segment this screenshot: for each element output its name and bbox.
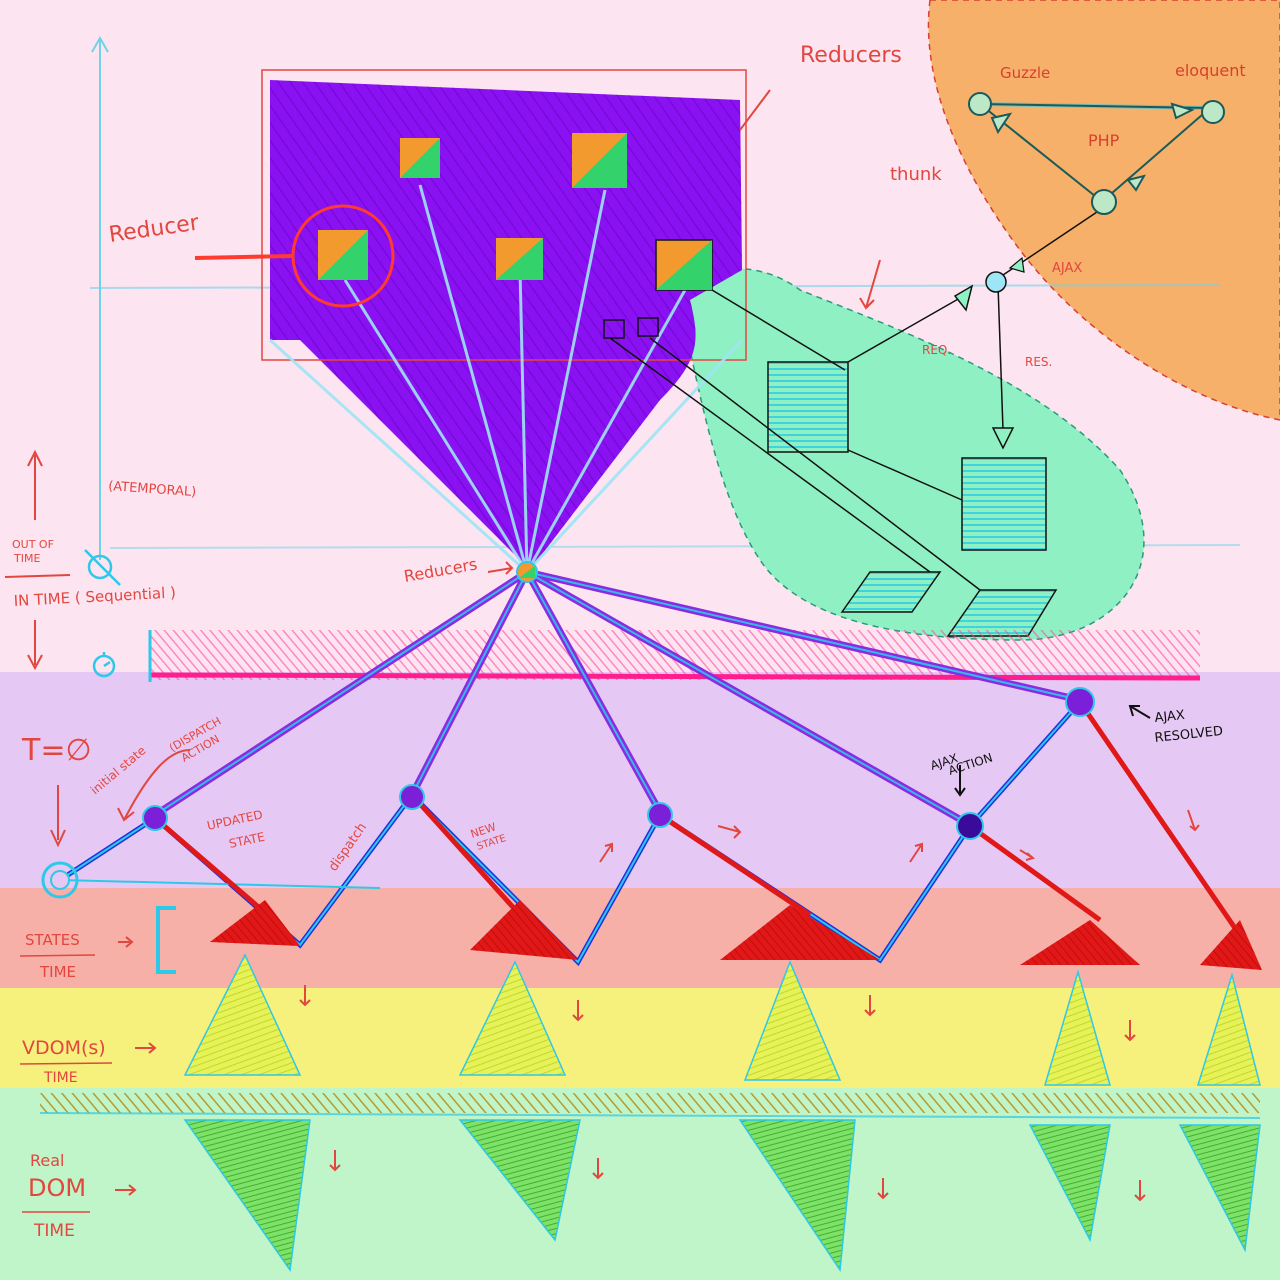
realdom-label-2: DOM [28,1174,86,1202]
vdom-triangle [743,959,842,1081]
vdom-label-1: VDOM(s) [22,1037,106,1059]
state-triangle [1200,920,1262,970]
state-triangle [470,900,578,960]
time-markers [4,449,71,848]
reducer-box [400,138,440,178]
ajax-resolved-node [1065,687,1095,717]
req-label: REQ. [922,343,951,357]
ajax-label: AJAX [1052,261,1082,276]
vdom-label-2: TIME [43,1070,78,1086]
state-triangle [210,900,300,946]
reducer-box [318,230,368,280]
reducers-hub-label: Reducers [402,554,478,586]
reducer-label: Reducer [107,210,201,247]
reducers-hub [516,561,538,583]
guzzle-label: Guzzle [1000,64,1050,82]
realdom-triangle [1028,1124,1111,1243]
action-box [603,319,625,339]
php-label: PHP [1088,131,1120,150]
ajax-resolved-label-1: AJAX [1154,708,1186,726]
stopwatch-icon [92,652,116,678]
realdom-label-1: Real [30,1151,65,1170]
res-label: RES. [1025,355,1052,369]
states-label-1: STATES [25,931,80,949]
out-of-time-label-2: TIME [13,552,40,565]
state-node [399,784,425,810]
reducer-panel-outline [261,69,747,361]
state-triangle [1020,920,1140,965]
ajax-resolved-label-2: RESOLVED [1154,724,1224,746]
eloquent-label: eloquent [1175,61,1246,80]
realdom-triangle [1178,1124,1261,1253]
initial-state-node [41,861,79,899]
state-triangle [720,905,880,960]
vdom-triangle [1043,969,1111,1086]
action-box [637,317,659,337]
dom-commit-bar [40,1093,1260,1113]
stopwatch-crossed-icon [84,549,121,586]
state-descents [153,700,1253,952]
flow-arrows [115,89,1200,1202]
state-node [142,805,168,831]
reducer-lines [268,184,744,574]
realdom-triangle [183,1119,311,1273]
reducer-box [655,239,713,291]
reducers-top-label: Reducers [800,43,902,68]
realdom-label-3: TIME [33,1221,75,1241]
t-zero-label: T=∅ [21,733,92,768]
in-time-label: IN TIME ( Sequential ) [13,584,176,610]
realdom-triangle [738,1119,856,1273]
state-node [647,802,673,828]
out-of-time-label-1: OUT OF [12,538,54,551]
thunk-label: thunk [890,164,942,185]
atemporal-label: (ATEMPORAL) [108,479,197,500]
thunk-diagram [609,284,1058,637]
ajax-node [985,209,1101,293]
realdom-triangle [458,1119,581,1242]
reducer-pointer [194,254,294,260]
reducer-box [572,133,627,188]
ajax-action-node [956,812,984,840]
states-label-2: TIME [39,963,76,981]
php-triangle [968,92,1225,215]
vdom-triangle [458,960,567,1076]
states-bracket [156,906,176,974]
vdom-triangle [1196,972,1261,1086]
vdom-triangle [183,953,302,1076]
reducer-box [496,238,543,280]
